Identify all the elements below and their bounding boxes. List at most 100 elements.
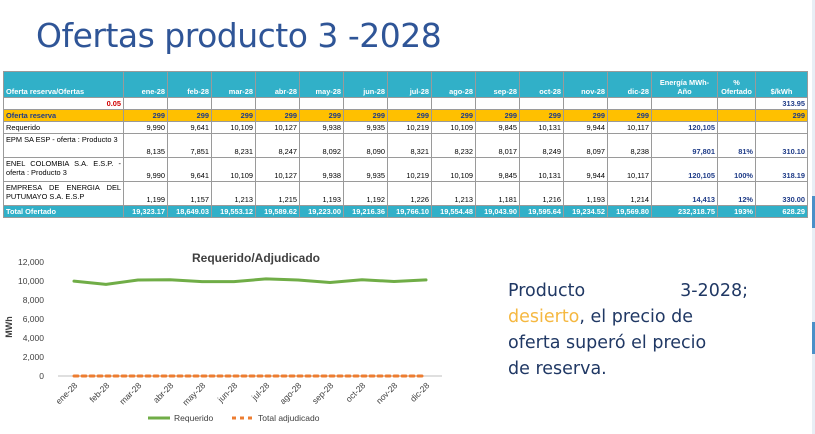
page-title: Ofertas producto 3 -2028 bbox=[36, 16, 442, 55]
table-cell: 8,249 bbox=[519, 133, 564, 158]
x-tick-label: nov-28 bbox=[374, 380, 400, 406]
series-line-requerido bbox=[72, 277, 428, 286]
y-tick-label: 8,000 bbox=[23, 295, 45, 305]
table-cell: 299 bbox=[563, 109, 608, 122]
table-cell: 299 bbox=[431, 109, 476, 122]
empty-cell bbox=[519, 97, 564, 110]
legend-label-requerido: Requerido bbox=[174, 413, 213, 423]
table-cell: 14,413 bbox=[651, 181, 718, 206]
column-header: nov-28 bbox=[563, 71, 608, 98]
required-row: Requerido 9,990 9,641 10,109 10,127 9,938 9,93… bbox=[3, 121, 808, 134]
table-cell: 10,117 bbox=[607, 157, 652, 182]
table-cell: 19,323.17 bbox=[123, 205, 168, 218]
column-header: feb-28 bbox=[167, 71, 212, 98]
x-tick-label: oct-28 bbox=[344, 380, 368, 404]
reserve-row: Oferta reserva 299 299 299 299 299 299 299 299 29… bbox=[3, 109, 808, 122]
offers-table: Oferta reserva/Ofertas ene-28 feb-28 mar-28… bbox=[3, 71, 808, 218]
y-tick-label: 12,000 bbox=[18, 257, 44, 267]
table-cell: 10,219 bbox=[387, 121, 432, 134]
empty-cell bbox=[299, 97, 344, 110]
table-cell: 19,595.64 bbox=[519, 205, 564, 218]
column-header: ene-28 bbox=[123, 71, 168, 98]
edge-mark bbox=[812, 322, 815, 354]
comment-product: Producto bbox=[508, 281, 586, 301]
table-cell bbox=[717, 121, 756, 134]
reserve-ratio-price: 313.95 bbox=[755, 97, 808, 110]
y-tick-label: 0 bbox=[39, 371, 44, 381]
table-cell: 299 bbox=[123, 109, 168, 122]
table-cell: 1,157 bbox=[167, 181, 212, 206]
table-cell: 299 bbox=[387, 109, 432, 122]
table-cell: 10,131 bbox=[519, 121, 564, 134]
x-tick-label: dic-28 bbox=[408, 380, 432, 404]
reserve-ratio-value: 0.05 bbox=[3, 97, 124, 110]
comment-line-2-rest: , el precio de bbox=[579, 307, 694, 327]
table-cell: 9,935 bbox=[343, 157, 388, 182]
column-header: % Ofertado bbox=[717, 71, 756, 98]
table-cell: 9,935 bbox=[343, 121, 388, 134]
x-tick-label: ago-28 bbox=[278, 380, 304, 406]
table-cell: 1,216 bbox=[519, 181, 564, 206]
table-cell: 299 bbox=[519, 109, 564, 122]
table-cell: 1,181 bbox=[475, 181, 520, 206]
edge-mark bbox=[812, 196, 815, 228]
table-cell: 120,105 bbox=[651, 121, 718, 134]
comment-product-year: 3-2028; bbox=[680, 281, 748, 301]
table-cell: 10,109 bbox=[431, 157, 476, 182]
column-header: mar-28 bbox=[211, 71, 256, 98]
y-tick-label: 2,000 bbox=[23, 352, 45, 362]
table-cell: 10,109 bbox=[211, 157, 256, 182]
table-cell: 10,117 bbox=[607, 121, 652, 134]
offer-row: ENEL COLOMBIA S.A. E.S.P. - oferta : Pro… bbox=[3, 157, 808, 182]
column-header: oct-28 bbox=[519, 71, 564, 98]
offer-label: EMPRESA DE ENERGIA DEL PUTUMAYO S.A. E.S… bbox=[3, 181, 124, 206]
chart-title: Requerido/Adjudicado bbox=[192, 251, 320, 265]
table-cell: 299 bbox=[299, 109, 344, 122]
table-cell: 9,845 bbox=[475, 121, 520, 134]
table-cell: 19,043.90 bbox=[475, 205, 520, 218]
empty-cell bbox=[343, 97, 388, 110]
table-cell: 330.00 bbox=[755, 181, 808, 206]
offer-label: EPM SA ESP - oferta : Producto 3 bbox=[3, 133, 124, 158]
table-cell: 1,192 bbox=[343, 181, 388, 206]
table-cell: 10,127 bbox=[255, 157, 300, 182]
table-cell: 19,223.00 bbox=[299, 205, 344, 218]
table-cell: 299 bbox=[255, 109, 300, 122]
comment-line-3: oferta superó el precio bbox=[508, 333, 707, 353]
table-cell: 628.29 bbox=[755, 205, 808, 218]
empty-cell bbox=[563, 97, 608, 110]
table-cell: 8,097 bbox=[563, 133, 608, 158]
empty-cell bbox=[717, 97, 756, 110]
table-cell: 9,845 bbox=[475, 157, 520, 182]
column-header: abr-28 bbox=[255, 71, 300, 98]
comment-line-1: Producto 3-2028; bbox=[508, 278, 748, 304]
table-cell: 10,109 bbox=[211, 121, 256, 134]
reserve-ratio-row: 0.05 313.95 bbox=[3, 97, 808, 110]
table-cell: 1,213 bbox=[431, 181, 476, 206]
x-tick-label: ene-28 bbox=[54, 380, 80, 406]
table-cell: 9,938 bbox=[299, 121, 344, 134]
row-label: Oferta reserva bbox=[3, 109, 124, 122]
comment-line-4: de reserva. bbox=[508, 359, 607, 379]
slide-edge-decoration bbox=[812, 0, 815, 434]
empty-cell bbox=[123, 97, 168, 110]
x-tick-label: jun-28 bbox=[215, 380, 240, 405]
table-cell: 8,092 bbox=[299, 133, 344, 158]
table-cell: 1,193 bbox=[299, 181, 344, 206]
table-cell: 1,193 bbox=[563, 181, 608, 206]
table-cell: 10,109 bbox=[431, 121, 476, 134]
column-header: Oferta reserva/Ofertas bbox=[3, 71, 124, 98]
empty-cell bbox=[255, 97, 300, 110]
table-cell: 8,017 bbox=[475, 133, 520, 158]
y-axis-label: MWh bbox=[4, 316, 14, 338]
table-cell: 9,641 bbox=[167, 121, 212, 134]
table-cell: 1,215 bbox=[255, 181, 300, 206]
column-header: may-28 bbox=[299, 71, 344, 98]
table-cell: 9,641 bbox=[167, 157, 212, 182]
table-cell: 9,990 bbox=[123, 157, 168, 182]
column-header: ago-28 bbox=[431, 71, 476, 98]
table-cell: 19,553.12 bbox=[211, 205, 256, 218]
empty-cell bbox=[475, 97, 520, 110]
table-cell: 8,321 bbox=[387, 133, 432, 158]
table-cell: 97,801 bbox=[651, 133, 718, 158]
